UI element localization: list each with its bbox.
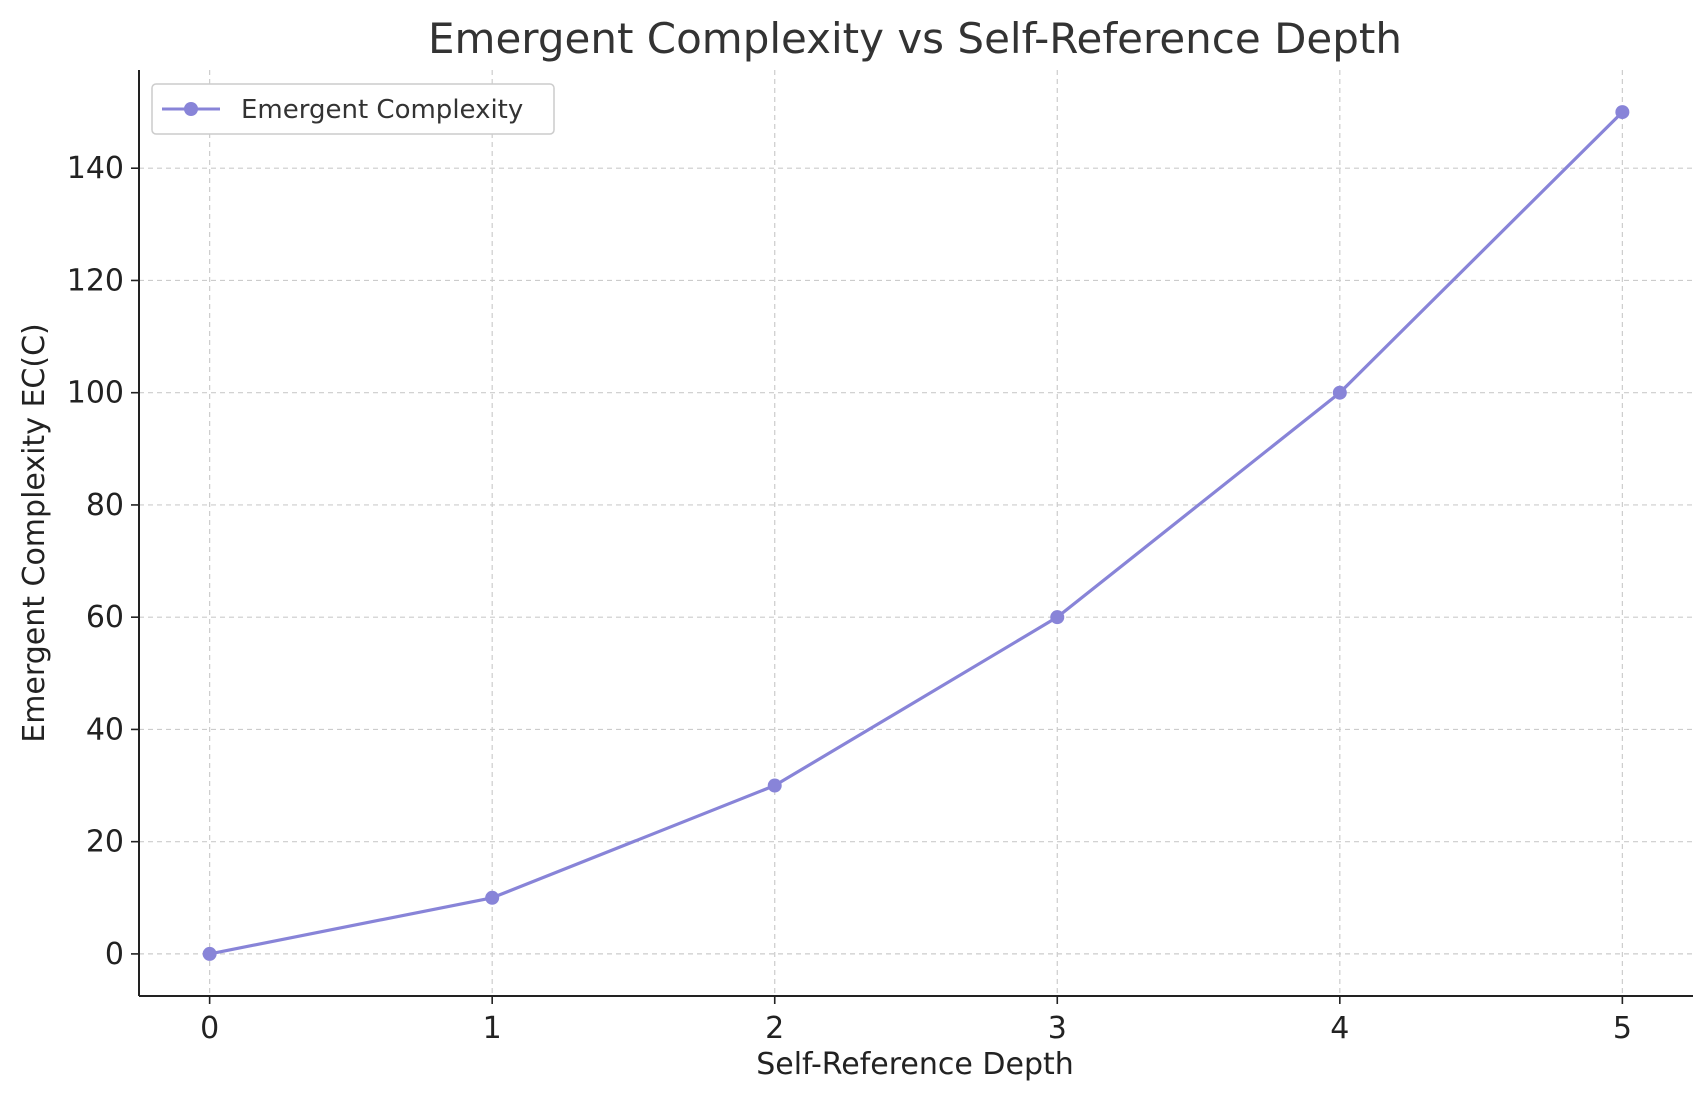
y-tick-label: 40 [86, 712, 124, 747]
series-line [209, 110, 1624, 956]
y-axis-label: Emergent Complexity EC(C) [17, 323, 52, 743]
data-point [1332, 385, 1347, 400]
data-point [767, 778, 782, 793]
y-tick-label: 20 [86, 825, 124, 860]
y-tick-label: 60 [86, 600, 124, 635]
x-tick-label: 5 [1613, 1011, 1632, 1046]
x-tick-label: 3 [1048, 1011, 1067, 1046]
legend-label: Emergent Complexity [241, 95, 523, 125]
y-tick-label: 140 [67, 151, 124, 186]
data-point [1615, 105, 1630, 120]
x-tick-label: 2 [765, 1011, 784, 1046]
grid [139, 70, 1693, 996]
legend-box [151, 83, 555, 135]
y-tick-label: 100 [67, 376, 124, 411]
x-axis-label: Self-Reference Depth [756, 1047, 1074, 1082]
chart-title: Emergent Complexity vs Self-Reference De… [428, 14, 1402, 63]
legend: Emergent Complexity [151, 83, 555, 135]
series [202, 105, 1630, 961]
data-point [485, 890, 500, 905]
legend-marker-swatch [184, 102, 198, 116]
y-tick-label: 120 [67, 263, 124, 298]
data-point [1050, 610, 1065, 625]
ticks: 0 1 2 3 4 5 0 20 40 60 80 100 120 140 [67, 151, 1632, 1046]
data-point [202, 946, 217, 961]
x-tick-label: 1 [483, 1011, 502, 1046]
y-tick-label: 80 [86, 488, 124, 523]
x-tick-label: 0 [200, 1011, 219, 1046]
y-tick-label: 0 [105, 937, 124, 972]
x-tick-label: 4 [1330, 1011, 1349, 1046]
axes-spines [138, 70, 1693, 997]
